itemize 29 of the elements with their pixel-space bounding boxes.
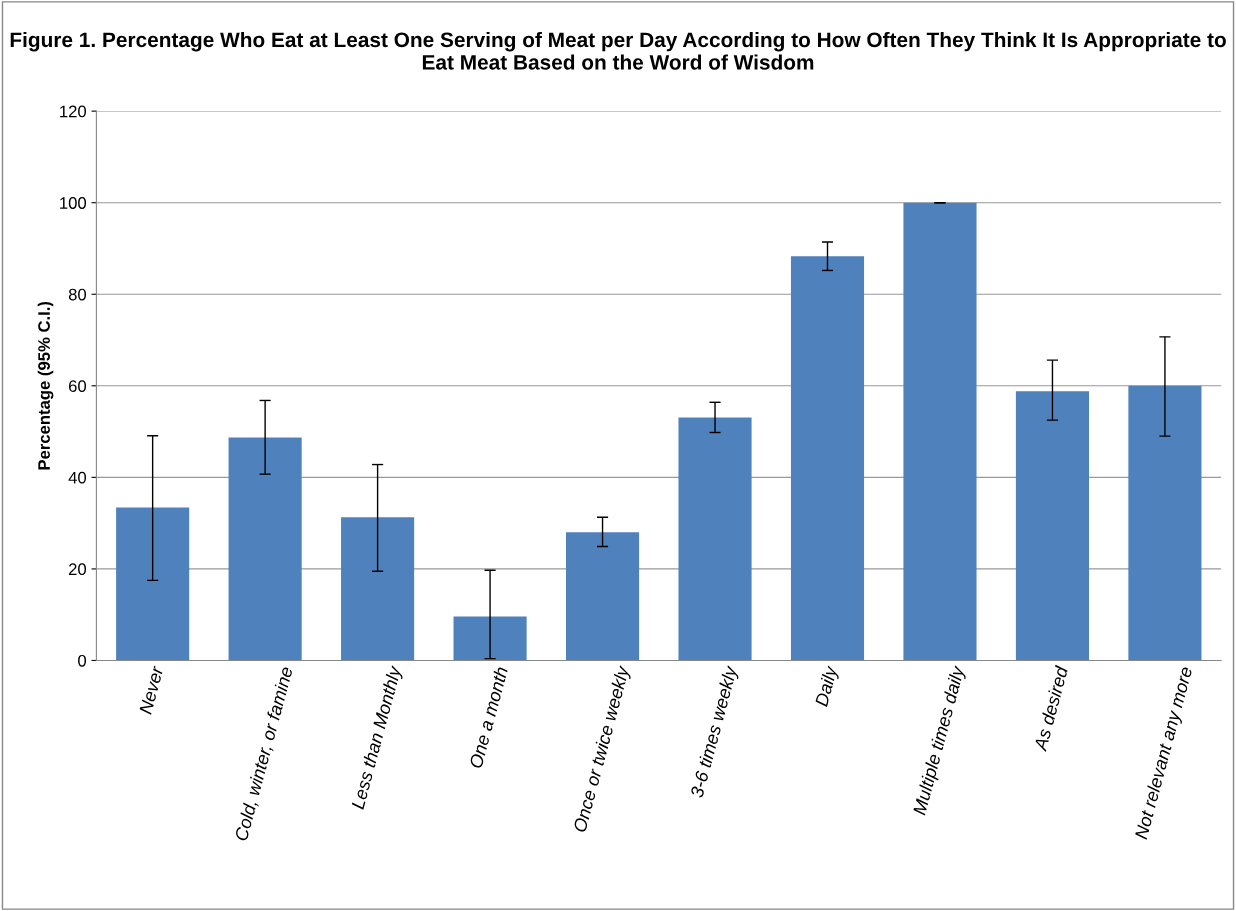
bar [790,256,865,661]
bar [678,417,752,661]
y-tick-label: 80 [68,288,87,301]
bar [903,202,977,661]
y-tick-label: 20 [68,563,87,576]
bar [1015,391,1090,661]
x-tick-label: Not relevant any more [1133,665,1196,841]
bar [453,616,527,661]
x-tick-label: One a month [468,666,509,769]
x-tick-label: 3-6 times weekly [689,664,741,800]
x-tick-label: Less than Monthly [350,664,405,811]
bar [566,532,640,661]
x-tick-label: Daily [814,664,842,708]
y-axis-title: Percentage (95% C.I.) [37,301,54,470]
chart-title: Figure 1. Percentage Who Eat at Least One Serving of Meat per Day According to How Often They Think It Is Appropriate to Eat Meat Based on the Word of Wisdom [10,31,1226,70]
y-tick-label: 120 [60,105,87,118]
x-tick-label: Multiple times daily [912,664,969,817]
y-tick-label: 60 [69,380,87,393]
x-tick-label: Cold, winter, or famine [234,665,295,842]
bar [228,437,302,661]
y-tick-label: 100 [60,197,87,209]
bar [116,507,190,661]
y-tick-label: 40 [68,471,87,484]
x-tick-label: Never [139,664,164,715]
x-tick-label: As desired [1033,664,1069,753]
bar [1128,385,1202,661]
x-tick-label: Once or twice weekly [572,664,633,834]
y-tick-label: 0 [78,654,87,667]
bar [341,517,415,661]
